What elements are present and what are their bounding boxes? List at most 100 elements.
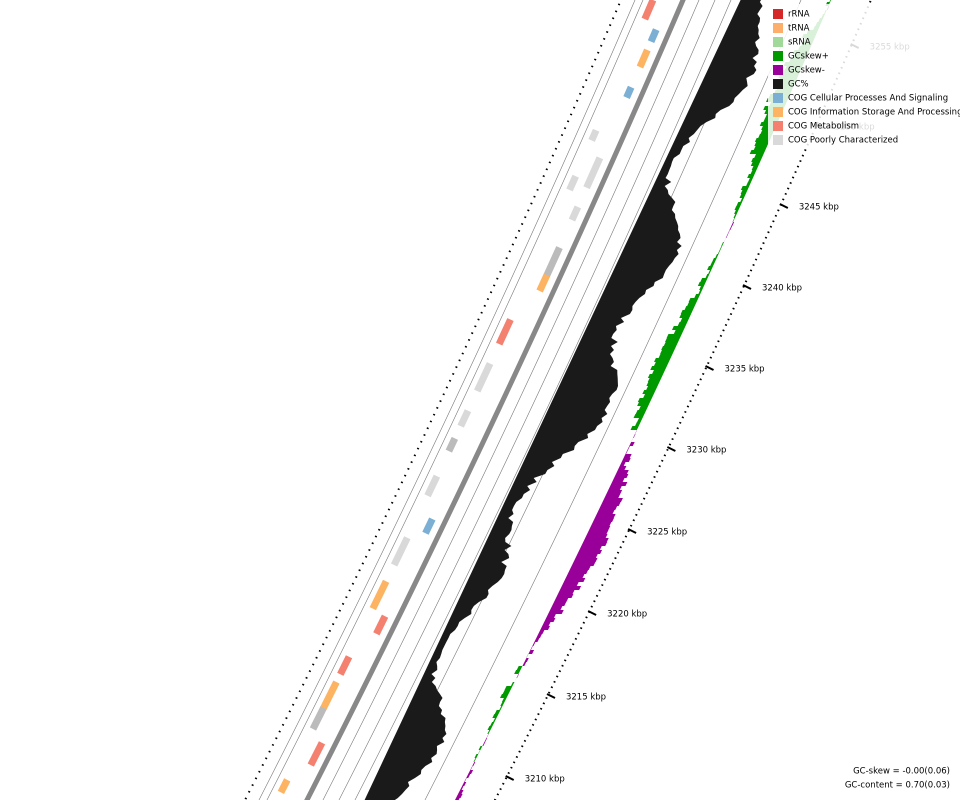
legend-label: tRNA [788, 24, 810, 34]
gc-skew-segment [528, 650, 535, 654]
gc-skew-segment [754, 142, 769, 146]
gc-skew-segment [665, 338, 680, 342]
gc-skew-segment [698, 290, 703, 294]
gc-skew-segment [484, 738, 488, 742]
gc-skew-segment [478, 746, 483, 750]
gc-skew-segment [740, 186, 750, 190]
gc-skew-segment [550, 606, 563, 610]
gc-skew-segment [490, 722, 495, 726]
gc-skew-segment [594, 514, 616, 518]
ruler-label: 3230 kbp [686, 446, 726, 456]
gc-skew-segment [589, 526, 611, 530]
gc-skew-segment [658, 354, 673, 358]
gc-skew-segment [753, 146, 768, 150]
gene-feature [583, 156, 604, 190]
legend-swatch [773, 23, 783, 33]
gc-skew-segment [666, 334, 682, 338]
gc-skew-segment [710, 262, 715, 266]
gc-skew-segment [621, 458, 631, 462]
gc-skew-segment [643, 394, 654, 398]
track-line [258, 0, 636, 800]
track-line [338, 0, 716, 800]
gc-skew-segment [725, 234, 729, 238]
gc-skew-segment [673, 330, 684, 334]
gene-feature [474, 362, 494, 393]
gc-skew-segment [472, 762, 476, 766]
gene-feature [424, 474, 441, 498]
ruler-major-tick [779, 203, 789, 209]
gc-skew-segment [460, 786, 464, 790]
legend-swatch [773, 93, 783, 103]
gc-skew-segment [684, 306, 695, 310]
backbone [304, 0, 686, 800]
gc-skew-segment [492, 714, 499, 718]
gene-feature [373, 614, 389, 636]
gc-skew-segment [559, 586, 582, 590]
gc-skew-segment [516, 674, 519, 678]
gc-skew-segment [470, 766, 473, 770]
gc-skew-segment [596, 510, 615, 514]
legend-swatch [773, 79, 783, 89]
gc-skew-segment [629, 442, 635, 446]
track-line [354, 0, 732, 800]
gc-skew-segment [707, 266, 714, 270]
gc-skew-segment [661, 346, 677, 350]
gc-skew-segment [552, 602, 567, 606]
gene-feature [309, 706, 327, 731]
gene-feature [422, 517, 436, 535]
gc-skew-segment [746, 182, 752, 186]
gc-skew-segment [729, 226, 733, 230]
gc-skew-segment [487, 730, 491, 734]
gc-skew-segment [734, 206, 741, 210]
gc-skew-segment [646, 386, 658, 390]
gc-skew-segment [561, 582, 579, 586]
ruler-major-tick [742, 284, 752, 290]
ruler-label: 3210 kbp [525, 775, 565, 785]
gc-skew-segment [546, 614, 556, 618]
gc-skew-segment [606, 490, 623, 494]
gene-feature [543, 246, 563, 278]
gene-feature [647, 28, 660, 43]
gc-skew-segment [492, 718, 497, 722]
gc-skew-segment [563, 578, 586, 582]
gc-skew-segment [617, 466, 627, 470]
gc-skew-segment [554, 598, 569, 602]
gc-skew-segment [604, 494, 621, 498]
gc-content-stat: GC-content = 0.70(0.03) [845, 781, 950, 791]
legend-swatch [773, 107, 783, 117]
gc-skew-segment [482, 742, 486, 746]
gc-skew-segment [538, 630, 545, 634]
gc-skew-segment [733, 214, 737, 218]
gc-skew-segment [642, 390, 656, 394]
gc-skew-segment [583, 538, 609, 542]
gc-skew-segment [573, 558, 598, 562]
gc-skew-segment [524, 658, 529, 662]
legend-label: COG Cellular Processes And Signaling [788, 94, 948, 104]
gc-skew-segment [567, 570, 589, 574]
legend-swatch [773, 37, 783, 47]
gc-skew-segment [697, 282, 706, 286]
gc-skew-segment [504, 686, 513, 690]
gc-skew-segment [699, 286, 704, 290]
gc-skew-segment [635, 410, 647, 414]
gc-skew-segment [677, 322, 688, 326]
gc-skew-segment [680, 310, 693, 314]
gc-skew-segment [615, 470, 629, 474]
gc-skew-segment [751, 158, 762, 162]
gene-feature [588, 128, 600, 142]
gc-skew-segment [456, 794, 463, 798]
gc-skew-segment [727, 230, 730, 234]
gc-skew-segment [749, 150, 766, 154]
gc-skew-segment [630, 426, 639, 430]
gc-skew-segment [565, 574, 585, 578]
gc-skew-segment [652, 370, 666, 374]
ruler-major-tick [587, 610, 597, 616]
gc-skew-segment [548, 610, 564, 614]
gc-skew-segment [694, 294, 701, 298]
gc-skew-segment [474, 754, 479, 758]
gc-skew-segment [829, 0, 831, 2]
ruler-label: 3225 kbp [647, 528, 687, 538]
ruler-major-tick [705, 365, 714, 371]
ruler-label: 3215 kbp [566, 693, 606, 703]
